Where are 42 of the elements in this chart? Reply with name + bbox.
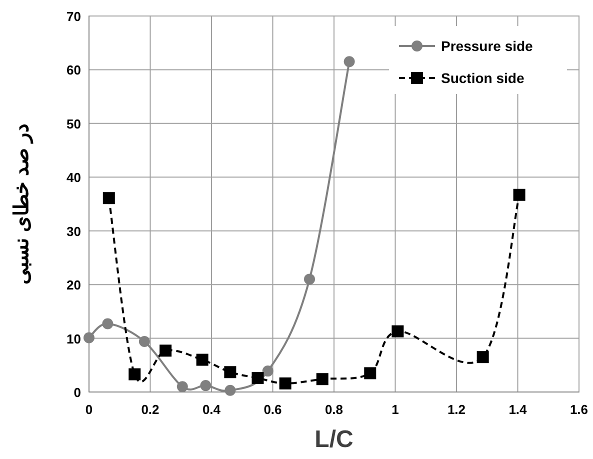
point [262, 366, 274, 377]
point [160, 344, 172, 357]
x-tick-label: 0.2 [141, 402, 160, 417]
point [364, 367, 376, 380]
y-tick-label: 60 [66, 62, 81, 78]
y-tick-label: 40 [66, 170, 81, 186]
point [138, 336, 150, 348]
x-tick-label: 0.4 [202, 402, 222, 417]
y-axis-title: در صد خطای نسبی [11, 124, 34, 284]
x-tick-label: 1 [392, 402, 399, 417]
point [84, 332, 94, 344]
y-tick-label: 50 [66, 116, 81, 132]
point [196, 354, 208, 366]
x-tick-label: 0.6 [264, 402, 282, 417]
point [102, 318, 114, 330]
point [128, 368, 141, 380]
x-axis-title: L/C [314, 426, 354, 453]
y-tick-label: 30 [66, 224, 81, 239]
point [102, 192, 115, 204]
y-tick-label: 70 [66, 9, 81, 24]
y-tick-label: 10 [66, 331, 81, 346]
point [279, 377, 292, 390]
y-tick-label: 20 [66, 278, 81, 293]
point [224, 384, 236, 396]
point [513, 188, 526, 201]
point [176, 381, 188, 392]
point [304, 274, 315, 285]
x-tick-label: 1.6 [570, 402, 588, 417]
point [476, 351, 489, 364]
x-tick-label: 1.2 [447, 402, 466, 417]
point [316, 373, 328, 386]
point [344, 56, 355, 68]
point [224, 366, 236, 378]
point [392, 325, 404, 338]
point [200, 380, 212, 392]
x-tick-label: 0.8 [324, 402, 344, 417]
y-tick-label: 0 [74, 385, 81, 400]
legend-label: Suction side [441, 70, 524, 86]
x-tick-label: 0 [85, 402, 93, 417]
point [252, 372, 264, 384]
x-tick-label: 1.4 [508, 402, 528, 417]
legend-label: Pressure side [441, 38, 534, 54]
